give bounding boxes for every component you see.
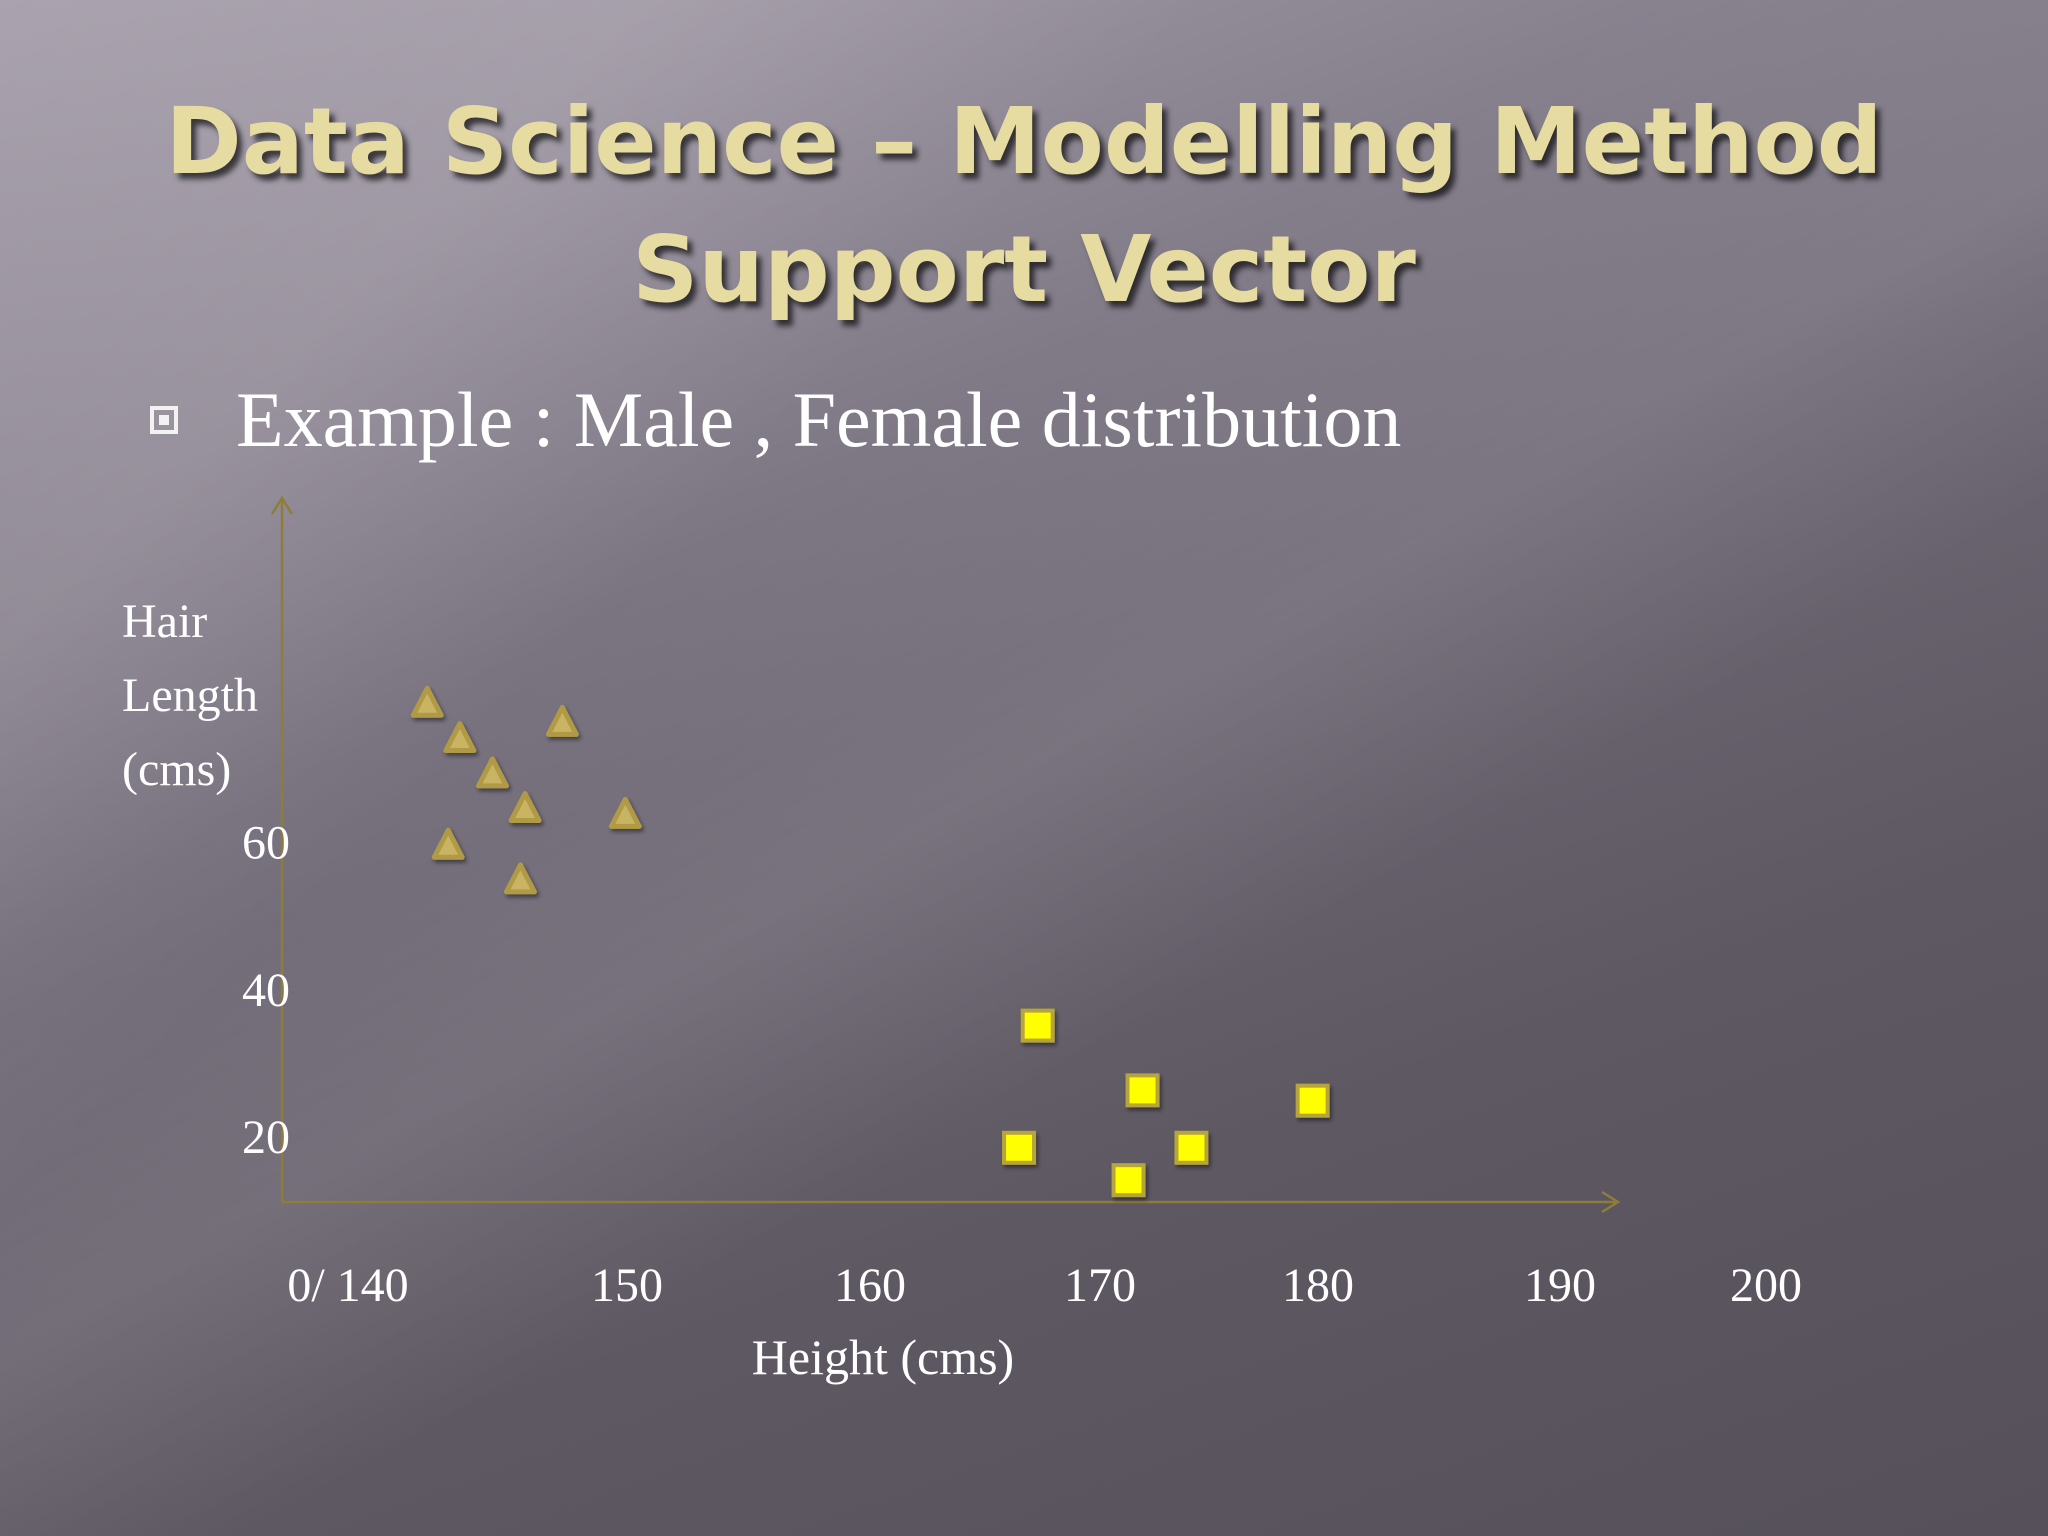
square-point [1125, 1073, 1160, 1108]
y-axis-title-line-2: Length [122, 669, 258, 722]
x-tick-label: 200 [1730, 1259, 1802, 1312]
triangle-point [410, 685, 444, 718]
x-tick-label: 180 [1282, 1259, 1354, 1312]
x-tick-label: 160 [834, 1259, 906, 1312]
y-tick-label: 60 [242, 817, 290, 870]
square-point [1295, 1083, 1330, 1118]
square-point [1174, 1130, 1209, 1165]
triangle-point [431, 827, 465, 860]
square-bullet-icon [150, 406, 178, 434]
data-points [410, 685, 1330, 1198]
x-tick-label: 0/ 140 [287, 1259, 408, 1312]
title-line-1: Data Science – Modelling Method [165, 88, 1883, 195]
triangle-point [475, 756, 509, 789]
square-point [1020, 1008, 1055, 1043]
y-axis-title-line-3: (cms) [122, 743, 231, 796]
y-tick-labels: 20 40 60 [242, 817, 290, 1164]
x-tick-labels: 0/ 140 150 160 170 180 190 200 [287, 1259, 1802, 1312]
x-tick-label: 150 [591, 1259, 663, 1312]
title-line-2: Support Vector [632, 216, 1416, 323]
triangle-point [443, 721, 477, 754]
chart-axes [270, 495, 1621, 1214]
triangle-point [503, 862, 537, 895]
triangle-point [508, 790, 542, 823]
y-axis-title-line-1: Hair [122, 595, 207, 648]
x-axis-title: Height (cms) [752, 1329, 1014, 1385]
slide-title: Data Science – Modelling Method Support … [0, 78, 2048, 334]
x-tick-label: 190 [1524, 1259, 1596, 1312]
triangle-point [608, 796, 642, 829]
y-tick-label: 20 [242, 1111, 290, 1164]
square-point [1002, 1130, 1037, 1165]
x-axis-arrow [1601, 1190, 1621, 1214]
square-point [1111, 1163, 1146, 1198]
triangle-point [545, 704, 579, 737]
bullet-dot [159, 415, 169, 425]
bullet-item: Example : Male , Female distribution [150, 370, 1401, 470]
x-tick-label: 170 [1064, 1259, 1136, 1312]
y-axis-arrow [270, 495, 294, 515]
y-tick-label: 40 [242, 964, 290, 1017]
bullet-text: Example : Male , Female distribution [236, 376, 1402, 463]
y-axis-title: Hair Length (cms) [122, 595, 258, 796]
